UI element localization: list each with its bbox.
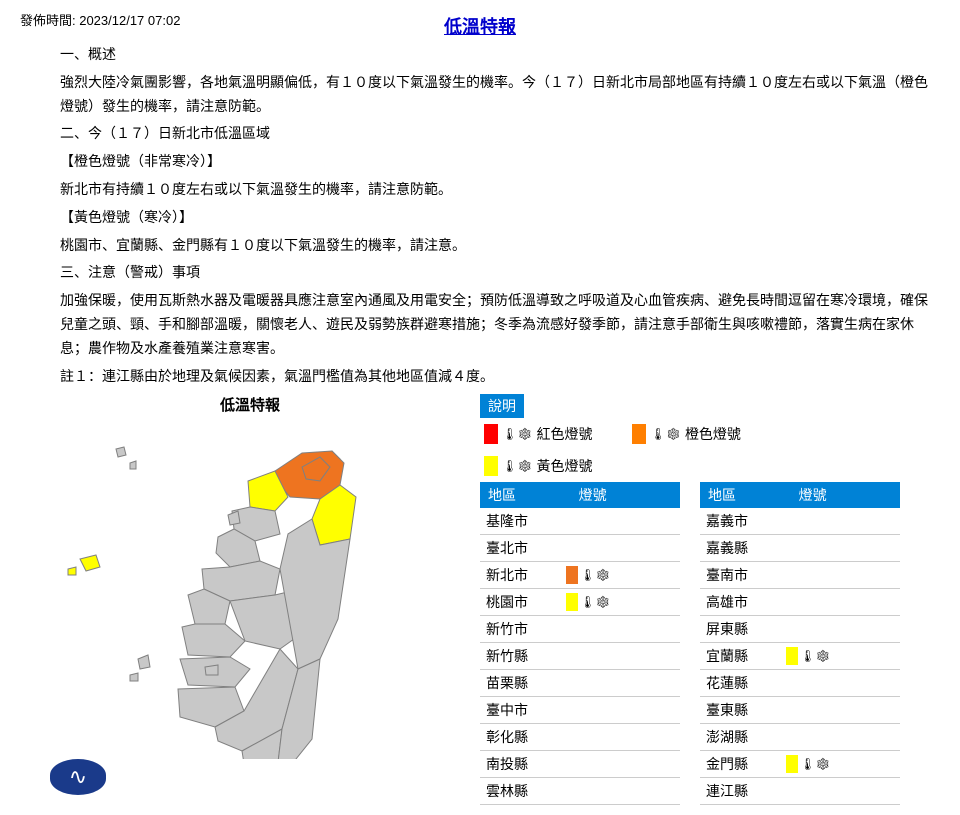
legend-item: 🌡❄ 紅色燈號 bbox=[484, 424, 592, 444]
region-name: 澎湖縣 bbox=[700, 727, 786, 747]
region-name: 花蓮縣 bbox=[700, 673, 786, 693]
table-row: 新竹市 bbox=[480, 616, 680, 643]
legend-swatch bbox=[484, 456, 498, 476]
thermometer-icon: 🌡❄ bbox=[580, 569, 610, 581]
table-row: 雲林縣 bbox=[480, 778, 680, 805]
table-row: 基隆市 bbox=[480, 508, 680, 535]
hdr-region: 地區 bbox=[700, 482, 791, 508]
table-row: 臺北市 bbox=[480, 535, 680, 562]
bulletin-paragraph: 【橙色燈號（非常寒冷）】 bbox=[60, 150, 940, 174]
table-row: 南投縣 bbox=[480, 751, 680, 778]
table-row: 臺東縣 bbox=[700, 697, 900, 724]
region-signal: 🌡❄ bbox=[566, 593, 676, 611]
map-region-hsinchu_city bbox=[228, 511, 240, 525]
map-panel: 低溫特報 ∿ bbox=[20, 394, 480, 805]
table-row: 苗栗縣 bbox=[480, 670, 680, 697]
legend-label: 紅色燈號 bbox=[536, 424, 592, 444]
region-signal: 🌡❄ bbox=[786, 755, 896, 773]
region-name: 臺東縣 bbox=[700, 700, 786, 720]
region-name: 雲林縣 bbox=[480, 781, 566, 801]
table-row: 宜蘭縣 🌡❄ bbox=[700, 643, 900, 670]
bulletin-paragraph: 【黃色燈號（寒冷）】 bbox=[60, 206, 940, 230]
hdr-region: 地區 bbox=[480, 482, 571, 508]
region-name: 嘉義市 bbox=[700, 511, 786, 531]
thermometer-icon: 🌡❄ bbox=[650, 428, 680, 440]
legend-header: 說明 bbox=[480, 394, 524, 418]
bulletin-paragraph: 加強保暖，使用瓦斯熱水器及電暖器具應注意室內通風及用電安全；預防低溫導致之呼吸道… bbox=[60, 289, 940, 360]
table-header: 地區 燈號 bbox=[480, 482, 680, 508]
taiwan-map bbox=[20, 419, 460, 759]
thermometer-icon: 🌡❄ bbox=[502, 460, 532, 472]
hdr-signal: 燈號 bbox=[571, 482, 680, 508]
cwb-logo-icon: ∿ bbox=[50, 759, 106, 795]
region-name: 臺北市 bbox=[480, 538, 566, 558]
signal-swatch bbox=[566, 593, 578, 611]
map-title: 低溫特報 bbox=[20, 394, 480, 415]
region-name: 嘉義縣 bbox=[700, 538, 786, 558]
table-row: 屏東縣 bbox=[700, 616, 900, 643]
region-name: 臺南市 bbox=[700, 565, 786, 585]
bulletin-paragraph: 新北市有持續１０度左右或以下氣溫發生的機率，請注意防範。 bbox=[60, 178, 940, 202]
table-row: 澎湖縣 bbox=[700, 724, 900, 751]
thermometer-icon: 🌡❄ bbox=[502, 428, 532, 440]
table-row: 臺中市 bbox=[480, 697, 680, 724]
bulletin-paragraph: 桃園市、宜蘭縣、金門縣有１０度以下氣溫發生的機率，請注意。 bbox=[60, 234, 940, 258]
region-name: 連江縣 bbox=[700, 781, 786, 801]
signal-swatch bbox=[786, 755, 798, 773]
table-header: 地區 燈號 bbox=[700, 482, 900, 508]
thermometer-icon: 🌡❄ bbox=[580, 596, 610, 608]
region-signal: 🌡❄ bbox=[566, 566, 676, 584]
region-name: 南投縣 bbox=[480, 754, 566, 774]
hdr-signal: 燈號 bbox=[791, 482, 900, 508]
map-region-hualien bbox=[280, 519, 350, 669]
legend-item: 🌡❄ 橙色燈號 bbox=[632, 424, 740, 444]
legend-item: 🌡❄ 黃色燈號 bbox=[484, 456, 592, 476]
legend-panel: 說明 🌡❄ 紅色燈號 🌡❄ 橙色燈號 🌡❄ 黃色燈號 地區 燈號 基隆市臺北市新北市 🌡❄… bbox=[480, 394, 940, 805]
region-name: 彰化縣 bbox=[480, 727, 566, 747]
region-name: 新竹市 bbox=[480, 619, 566, 639]
table-row: 桃園市 🌡❄ bbox=[480, 589, 680, 616]
table-row: 高雄市 bbox=[700, 589, 900, 616]
map-region-penghu bbox=[130, 655, 150, 681]
map-region-chiayi_city bbox=[205, 665, 218, 675]
legend-label: 橙色燈號 bbox=[685, 424, 741, 444]
region-name: 桃園市 bbox=[480, 592, 566, 612]
thermometer-icon: 🌡❄ bbox=[800, 650, 830, 662]
table-row: 臺南市 bbox=[700, 562, 900, 589]
table-row: 連江縣 bbox=[700, 778, 900, 805]
region-name: 臺中市 bbox=[480, 700, 566, 720]
region-name: 金門縣 bbox=[700, 754, 786, 774]
region-name: 新竹縣 bbox=[480, 646, 566, 666]
region-name: 新北市 bbox=[480, 565, 566, 585]
bulletin-paragraph: 註１：連江縣由於地理及氣候因素，氣溫門檻值為其他地區值減４度。 bbox=[60, 365, 940, 389]
region-name: 屏東縣 bbox=[700, 619, 786, 639]
table-row: 嘉義縣 bbox=[700, 535, 900, 562]
signal-swatch bbox=[566, 566, 578, 584]
region-name: 苗栗縣 bbox=[480, 673, 566, 693]
table-row: 彰化縣 bbox=[480, 724, 680, 751]
legend-label: 黃色燈號 bbox=[536, 456, 592, 476]
bulletin-paragraph: 一、概述 bbox=[60, 43, 940, 67]
region-name: 宜蘭縣 bbox=[700, 646, 786, 666]
bulletin-paragraph: 強烈大陸冷氣團影響，各地氣溫明顯偏低，有１０度以下氣溫發生的機率。今（１７）日新… bbox=[60, 71, 940, 119]
table-row: 花蓮縣 bbox=[700, 670, 900, 697]
thermometer-icon: 🌡❄ bbox=[800, 758, 830, 770]
table-row: 嘉義市 bbox=[700, 508, 900, 535]
map-region-lienchiang bbox=[116, 447, 136, 469]
legend-swatch bbox=[632, 424, 646, 444]
map-region-kinmen bbox=[68, 555, 100, 575]
table-row: 新北市 🌡❄ bbox=[480, 562, 680, 589]
table-row: 金門縣 🌡❄ bbox=[700, 751, 900, 778]
table-row: 新竹縣 bbox=[480, 643, 680, 670]
map-region-yunlin bbox=[182, 624, 245, 657]
region-name: 基隆市 bbox=[480, 511, 566, 531]
signal-swatch bbox=[786, 647, 798, 665]
bulletin-paragraph: 二、今（１７）日新北市低溫區域 bbox=[60, 122, 940, 146]
region-signal: 🌡❄ bbox=[786, 647, 896, 665]
bulletin-paragraph: 三、注意（警戒）事項 bbox=[60, 261, 940, 285]
legend-swatch bbox=[484, 424, 498, 444]
region-name: 高雄市 bbox=[700, 592, 786, 612]
